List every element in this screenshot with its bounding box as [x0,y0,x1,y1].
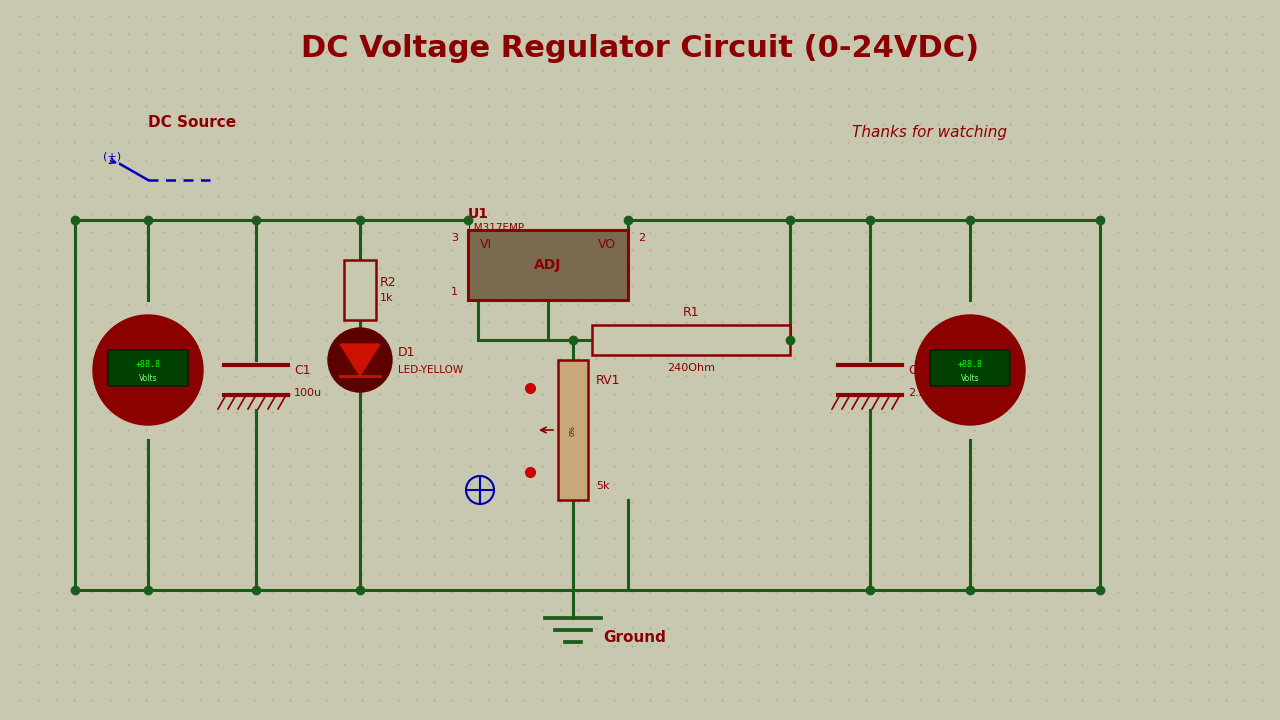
Text: 2.2u: 2.2u [908,388,933,398]
Text: LED-YELLOW: LED-YELLOW [398,365,463,375]
Text: Ground: Ground [603,631,666,646]
Text: VO: VO [598,238,616,251]
Circle shape [93,315,204,425]
Text: Thanks for watching: Thanks for watching [852,125,1007,140]
Text: 1k: 1k [380,293,393,303]
Text: C1: C1 [294,364,311,377]
Text: -: - [146,409,151,423]
FancyBboxPatch shape [931,350,1010,386]
Text: R2: R2 [380,276,397,289]
Text: Volts: Volts [138,374,157,382]
Text: D1: D1 [398,346,416,359]
Polygon shape [340,344,380,376]
Text: +: + [142,317,154,331]
Text: +88.8: +88.8 [136,359,160,369]
Text: VI: VI [480,238,492,251]
Text: +88.8: +88.8 [957,359,983,369]
Text: 240Ohm: 240Ohm [667,363,716,373]
Circle shape [328,328,392,392]
Text: (+): (+) [102,151,122,161]
FancyBboxPatch shape [108,350,188,386]
Text: 100u: 100u [294,388,323,398]
Text: 2: 2 [637,233,645,243]
Bar [558,360,588,500]
Text: ADJ: ADJ [534,258,562,272]
Text: 5k: 5k [596,481,609,491]
Text: DC Source: DC Source [148,114,236,130]
Text: R1: R1 [682,305,699,318]
Text: 3: 3 [451,233,458,243]
Bar [591,325,790,355]
Text: Volts: Volts [961,374,979,382]
Text: 0%: 0% [570,424,576,436]
Text: RV1: RV1 [596,374,621,387]
Text: LM317EMP: LM317EMP [468,223,524,233]
Text: U1: U1 [468,207,489,221]
Circle shape [915,315,1025,425]
Text: 1: 1 [451,287,458,297]
Text: -: - [968,409,973,423]
Bar [468,230,628,300]
Text: C2: C2 [908,364,924,377]
Text: +: + [964,317,975,331]
Text: DC Voltage Regulator Circuit (0-24VDC): DC Voltage Regulator Circuit (0-24VDC) [301,34,979,63]
Bar [344,260,376,320]
